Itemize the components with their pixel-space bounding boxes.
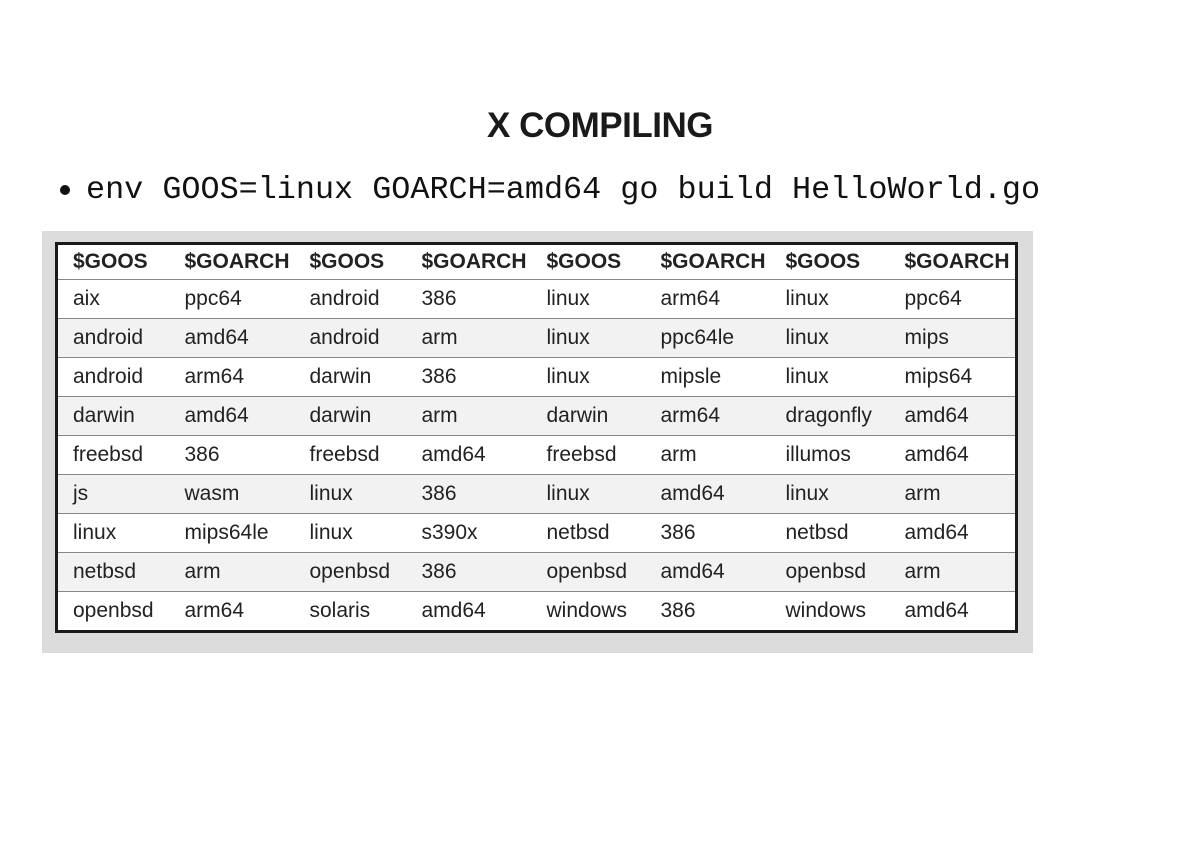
table-cell: linux [294, 513, 407, 553]
table-cell: android [294, 318, 407, 358]
table-cell: windows [546, 599, 628, 622]
table-cell: linux [770, 357, 890, 397]
table-cell: js [56, 474, 170, 514]
table-cell: ppc64 [169, 279, 295, 319]
table-cell: linux [531, 474, 646, 514]
column-header: $GOARCH [169, 243, 295, 280]
table-row: aix ppc64 android 386 linux arm64 linux ppc64 [56, 279, 1017, 319]
column-header: $GOOS [770, 243, 890, 280]
table-cell: mips64le [169, 513, 295, 553]
table-cell: amd64 [421, 599, 486, 622]
table-cell: 386 [660, 599, 696, 622]
table-cell: amd64 [904, 599, 969, 622]
table-cell: amd64 [889, 396, 1017, 436]
table-cell: darwin [56, 396, 170, 436]
table-cell: arm64 [645, 279, 771, 319]
table-cell: 386 [406, 552, 532, 592]
table-cell: amd64 [645, 552, 771, 592]
table-cell: arm64 [184, 599, 245, 622]
table-cell: amd64 [889, 435, 1017, 475]
table-cell: amd64 [406, 435, 532, 475]
table-cell: freebsd [294, 435, 407, 475]
table-cell: ppc64le [645, 318, 771, 358]
table-cell: 386 [169, 435, 295, 475]
table-cell: linux [770, 474, 890, 514]
table-cell: amd64 [889, 513, 1017, 553]
table-cell: illumos [770, 435, 890, 475]
column-header: $GOOS [56, 243, 170, 280]
table-cell: amd64 [169, 318, 295, 358]
table-cell: arm [169, 552, 295, 592]
column-header: $GOARCH [889, 243, 1017, 280]
table-cell: linux [770, 279, 890, 319]
table-cell: darwin [294, 357, 407, 397]
table-cell: aix [56, 279, 170, 319]
table-cell: solaris [309, 599, 371, 622]
table-cell: mips [889, 318, 1017, 358]
table-cell: netbsd [531, 513, 646, 553]
table-cell: linux [56, 513, 170, 553]
table-cell: wasm [169, 474, 295, 514]
table-cell: 386 [645, 513, 771, 553]
table-cell: android [56, 357, 170, 397]
goos-goarch-table: $GOOS $GOARCH $GOOS $GOARCH $GOOS $GOARCH $GOO… [55, 242, 1018, 633]
table-cell: amd64 [645, 474, 771, 514]
column-header: $GOARCH [645, 243, 771, 280]
column-header: $GOARCH [406, 243, 532, 280]
table-row: android arm64 darwin 386 linux mipsle linux mip… [56, 357, 1017, 397]
table-cell: android [294, 279, 407, 319]
table-cell: linux [294, 474, 407, 514]
table-row: openbsd arm64 solaris amd64 windows 386 window… [57, 592, 1017, 632]
table-cell: netbsd [56, 552, 170, 592]
table-cell: arm [889, 474, 1017, 514]
slide-title: X COMPILING [487, 106, 713, 145]
table-cell: arm64 [169, 357, 295, 397]
table-row: freebsd 386 freebsd amd64 freebsd arm illumos a… [56, 435, 1017, 475]
table-cell: openbsd [531, 552, 646, 592]
command-text: env GOOS=linux GOARCH=amd64 go build Hel… [86, 172, 1041, 208]
table-cell: darwin [531, 396, 646, 436]
table-cell: arm [645, 435, 771, 475]
table-cell: 386 [406, 474, 532, 514]
table-cell: darwin [294, 396, 407, 436]
table-row: darwin amd64 darwin arm darwin arm64 dragonfly… [56, 396, 1017, 436]
table-row: netbsd arm openbsd 386 openbsd amd64 openbsd ar… [56, 552, 1017, 592]
table-cell: windows [785, 599, 867, 622]
table-cell: openbsd [294, 552, 407, 592]
table-cell: openbsd [73, 599, 154, 622]
table-cell: freebsd [56, 435, 170, 475]
table-cell: mipsle [645, 357, 771, 397]
table-cell: arm [406, 318, 532, 358]
table-cell: linux [531, 357, 646, 397]
bullet-icon [60, 185, 70, 195]
bullet-item: env GOOS=linux GOARCH=amd64 go build Hel… [60, 172, 1040, 208]
table-cell: linux [531, 318, 646, 358]
table-cell: s390x [406, 513, 532, 553]
table-cell: freebsd [531, 435, 646, 475]
column-header: $GOOS [531, 243, 646, 280]
table-header-row: $GOOS $GOARCH $GOOS $GOARCH $GOOS $GOARCH $GOO… [56, 243, 1017, 280]
table-cell: amd64 [169, 396, 295, 436]
table-cell: mips64 [889, 357, 1017, 397]
table-cell: openbsd [770, 552, 890, 592]
table-row: linux mips64le linux s390x netbsd 386 netbsd am… [56, 513, 1017, 553]
table-cell: arm64 [645, 396, 771, 436]
table-cell: arm [889, 552, 1017, 592]
table-cell: netbsd [770, 513, 890, 553]
table-row: js wasm linux 386 linux amd64 linux arm [56, 474, 1017, 514]
table-cell: linux [770, 318, 890, 358]
table-row: android amd64 android arm linux ppc64le linux m… [56, 318, 1017, 358]
table-cell: ppc64 [889, 279, 1017, 319]
table-cell: 386 [406, 357, 532, 397]
table-cell: dragonfly [770, 396, 890, 436]
table-cell: 386 [406, 279, 532, 319]
table-cell: arm [406, 396, 532, 436]
table-cell: android [56, 318, 170, 358]
column-header: $GOOS [294, 243, 407, 280]
table-cell: linux [531, 279, 646, 319]
